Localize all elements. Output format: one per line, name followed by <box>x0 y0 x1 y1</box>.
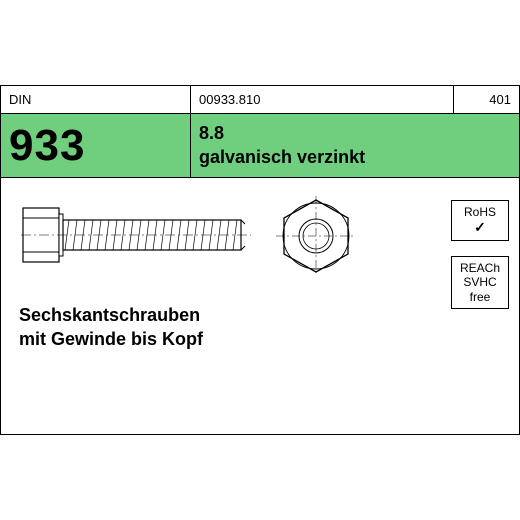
product-code: 00933.810 <box>191 86 454 113</box>
check-icon: ✓ <box>454 219 506 236</box>
product-card: DIN 00933.810 401 933 8.8 galvanisch ver… <box>0 85 520 435</box>
description: Sechskantschrauben mit Gewinde bis Kopf <box>19 303 203 352</box>
reach-line3: free <box>454 290 506 304</box>
spec-row: 933 8.8 galvanisch verzinkt <box>1 114 519 178</box>
body-area: Sechskantschrauben mit Gewinde bis Kopf … <box>1 178 519 434</box>
header-row: DIN 00933.810 401 <box>1 86 519 114</box>
description-line2: mit Gewinde bis Kopf <box>19 327 203 351</box>
din-label: DIN <box>1 86 191 113</box>
standard-number-cell: 933 <box>1 114 191 177</box>
rohs-badge: RoHS ✓ <box>451 200 509 241</box>
description-line1: Sechskantschrauben <box>19 303 203 327</box>
spec-cell: 8.8 galvanisch verzinkt <box>191 114 519 177</box>
grade: 8.8 <box>199 122 519 145</box>
right-code: 401 <box>454 86 519 113</box>
reach-line1: REACh <box>454 261 506 275</box>
reach-line2: SVHC <box>454 275 506 289</box>
reach-badge: REACh SVHC free <box>451 256 509 309</box>
rohs-label: RoHS <box>454 205 506 219</box>
bolt-side-view-icon <box>21 200 251 270</box>
standard-number: 933 <box>9 121 85 171</box>
finish: galvanisch verzinkt <box>199 146 519 169</box>
hex-front-view-icon <box>276 196 356 276</box>
